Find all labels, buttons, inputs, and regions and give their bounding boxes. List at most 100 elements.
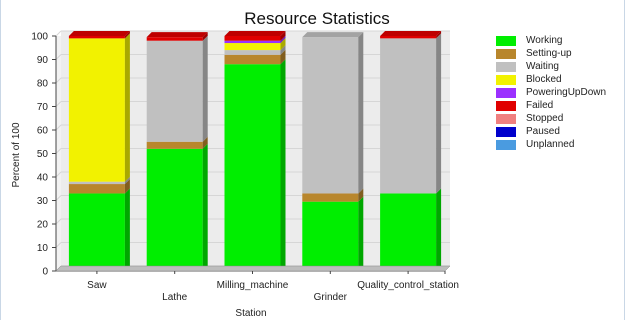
bar-segment-waiting-saw — [68, 181, 125, 185]
y-tick-label: 80 — [37, 79, 49, 90]
legend-item: Paused — [496, 125, 606, 138]
bar-top-milling_machine — [224, 31, 286, 36]
y-axis-label: Percent of 100 — [11, 122, 22, 187]
legend: Working Setting-up Waiting Blocked PoweringU… — [496, 34, 606, 151]
legend-label: Failed — [526, 100, 554, 111]
bar-side-working-lathe — [202, 143, 208, 271]
legend-item: Setting-up — [496, 47, 606, 60]
legend-label: Paused — [526, 126, 560, 137]
bar-segment-working-saw — [68, 193, 125, 271]
legend-label: Stopped — [526, 113, 564, 124]
y-tick-label: 50 — [37, 149, 49, 160]
x-tick-label: Grinder — [314, 292, 348, 303]
bar-segment-waiting-grinder — [302, 37, 359, 194]
bar-side-waiting-saw — [124, 176, 130, 185]
legend-label: Working — [526, 35, 563, 46]
x-tick-label: Lathe — [162, 292, 187, 303]
y-tick-label: 0 — [42, 267, 48, 278]
bar-segment-setting-up-saw — [68, 184, 125, 194]
bar-side-working-milling_machine — [280, 59, 286, 272]
legend-swatch — [496, 74, 516, 85]
legend-swatch — [496, 48, 516, 59]
legend-item: Unplanned — [496, 138, 606, 151]
legend-item: Waiting — [496, 60, 606, 73]
floor — [55, 265, 451, 272]
bar-segment-failed-saw — [68, 36, 125, 39]
legend-label: PoweringUpDown — [526, 87, 607, 98]
legend-item: Working — [496, 34, 606, 47]
y-tick-label: 90 — [37, 55, 49, 66]
bar-side-poweringupdown-milling_machine — [280, 35, 286, 44]
gridline-depth — [55, 101, 62, 107]
bar-side-failed-lathe — [202, 32, 208, 41]
bar-side-setting-up-milling_machine — [280, 49, 286, 65]
bar-segment-setting-up-grinder — [302, 193, 359, 202]
bar-segment-working-quality_control_station — [380, 193, 437, 271]
legend-swatch — [496, 139, 516, 150]
y-tick-label: 40 — [37, 173, 49, 184]
legend-item: Stopped — [496, 112, 606, 125]
gridline-depth — [55, 77, 62, 84]
y-tick-labels: 0 10 20 30 40 50 60 70 80 90 100 — [31, 32, 56, 278]
x-tick-label: Saw — [87, 280, 107, 291]
bar-side-failed-milling_machine — [280, 31, 286, 41]
bar-side-waiting-grinder — [358, 32, 364, 194]
bar-segment-failed-quality_control_station — [380, 36, 437, 39]
y-tick-label: 10 — [37, 243, 49, 254]
legend-swatch — [496, 35, 516, 46]
bar-side-waiting-quality_control_station — [436, 33, 442, 194]
legend-item: PoweringUpDown — [496, 86, 606, 99]
bar-segment-blocked-milling_machine — [224, 43, 281, 51]
bar-segment-failed-lathe — [146, 37, 203, 41]
legend-swatch — [496, 61, 516, 72]
legend-swatch — [496, 126, 516, 137]
bar-segment-waiting-lathe — [146, 40, 203, 142]
legend-swatch — [496, 113, 516, 124]
legend-item: Blocked — [496, 73, 606, 86]
legend-swatch — [496, 100, 516, 111]
bar-side-setting-up-lathe — [202, 136, 208, 149]
gridline-depth — [55, 218, 62, 225]
bar-side-waiting-lathe — [202, 35, 208, 142]
y-tick-label: 60 — [37, 126, 49, 137]
bar-segment-setting-up-lathe — [146, 141, 203, 149]
gridline-depth — [55, 195, 62, 201]
x-tick-label: Milling_machine — [217, 280, 289, 291]
bar-side-setting-up-grinder — [358, 188, 364, 202]
bar-top-quality_control_station — [380, 31, 442, 36]
gridline-depth — [55, 148, 62, 154]
bar-top-saw — [68, 31, 130, 36]
bar-segment-working-grinder — [302, 201, 359, 271]
legend-label: Blocked — [526, 74, 562, 85]
bars — [68, 31, 442, 272]
x-axis-label: Station — [235, 308, 266, 319]
legend-label: Waiting — [526, 61, 559, 72]
bar-side-working-saw — [124, 188, 130, 271]
x-tick-label: Quality_control_station — [357, 280, 459, 291]
bar-side-working-quality_control_station — [436, 188, 442, 271]
legend-label: Unplanned — [526, 139, 575, 150]
legend-swatch — [496, 87, 516, 98]
gridline-depth — [55, 242, 62, 248]
y-tick-label: 70 — [37, 102, 49, 113]
axes — [55, 36, 451, 274]
y-tick-label: 30 — [37, 196, 49, 207]
bar-segment-working-milling_machine — [224, 64, 281, 271]
bar-side-waiting-milling_machine — [280, 45, 286, 55]
legend-item: Failed — [496, 99, 606, 112]
x-tick-labels: Saw Lathe Milling_machine Grinder Quality_co… — [87, 271, 459, 303]
bar-top-lathe — [146, 32, 208, 38]
bar-segment-waiting-milling_machine — [224, 50, 281, 55]
y-tick-label: 20 — [37, 220, 49, 231]
gridline-depth — [55, 30, 62, 37]
bar-segment-blocked-saw — [68, 38, 125, 182]
bar-side-failed-quality_control_station — [436, 31, 442, 39]
legend-label: Setting-up — [526, 48, 572, 59]
gridline-depth — [55, 54, 62, 60]
bar-top-grinder — [302, 32, 364, 38]
bar-side-blocked-saw — [124, 33, 130, 182]
bar-side-failed-saw — [124, 31, 130, 39]
gridline-depth — [55, 124, 62, 131]
bar-side-working-grinder — [358, 196, 364, 271]
